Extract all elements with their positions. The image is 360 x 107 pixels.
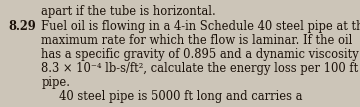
Text: apart if the tube is horizontal.: apart if the tube is horizontal. [41,5,216,18]
Text: pipe.: pipe. [41,76,71,89]
Text: has a specific gravity of 0.895 and a dynamic viscosity of: has a specific gravity of 0.895 and a dy… [41,48,360,61]
Text: 8.29: 8.29 [8,20,36,33]
Text: 40 steel pipe is 5000 ft long and carries a: 40 steel pipe is 5000 ft long and carrie… [41,90,303,103]
Text: Fuel oil is flowing in a 4-in Schedule 40 steel pipe at the: Fuel oil is flowing in a 4-in Schedule 4… [41,20,360,33]
Text: 8.3 × 10⁻⁴ lb-s/ft², calculate the energy loss per 100 ft of: 8.3 × 10⁻⁴ lb-s/ft², calculate the energ… [41,62,360,75]
Text: maximum rate for which the flow is laminar. If the oil: maximum rate for which the flow is lamin… [41,34,353,47]
